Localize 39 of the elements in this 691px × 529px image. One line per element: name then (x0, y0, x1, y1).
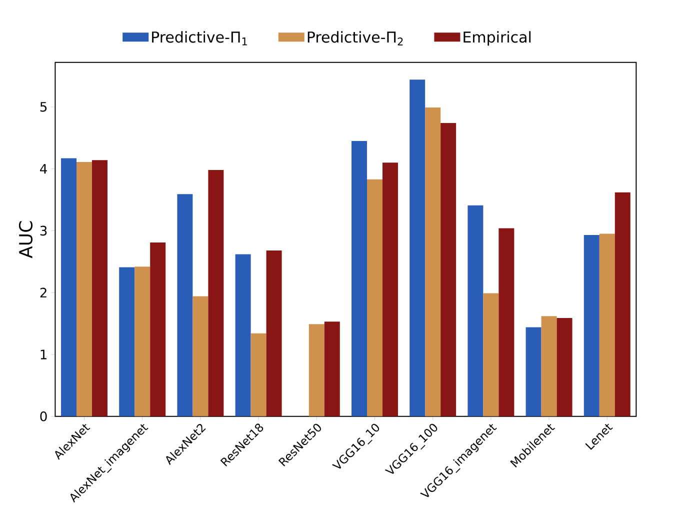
y-axis-title: AUC (18, 221, 33, 258)
y-tick-label: 5 (40, 102, 47, 112)
bar (367, 179, 382, 416)
bar (134, 266, 150, 416)
bar (208, 170, 224, 416)
bar (324, 322, 340, 416)
bar (614, 192, 630, 416)
legend-label: Empirical (464, 31, 531, 46)
bar (250, 333, 266, 416)
bar (76, 162, 92, 416)
bar (177, 194, 193, 416)
bar (483, 293, 499, 416)
legend-label: Predictive-Π$_{1}$ (152, 31, 247, 46)
bar (425, 108, 441, 416)
bar (119, 267, 135, 416)
bar (584, 235, 600, 416)
bar (599, 234, 615, 416)
y-tick-label: 0 (40, 411, 47, 422)
bar (61, 158, 76, 416)
bar (150, 242, 166, 416)
y-tick-label: 3 (40, 226, 47, 236)
bar (352, 140, 367, 416)
bar (382, 162, 398, 416)
bar (541, 316, 557, 416)
bar (498, 228, 514, 416)
bar (526, 327, 542, 416)
bar (192, 296, 208, 416)
bar (468, 205, 484, 416)
bar (92, 160, 108, 416)
y-tick-label: 4 (40, 164, 47, 174)
bar (266, 250, 282, 416)
bar (410, 80, 426, 416)
legend-label: Predictive-Π$_{2}$ (308, 31, 403, 46)
bar (556, 318, 572, 416)
y-tick-label: 1 (40, 350, 46, 360)
bar (235, 254, 251, 416)
y-tick-label: 2 (40, 288, 46, 298)
bar (440, 123, 456, 416)
bar (308, 324, 324, 416)
